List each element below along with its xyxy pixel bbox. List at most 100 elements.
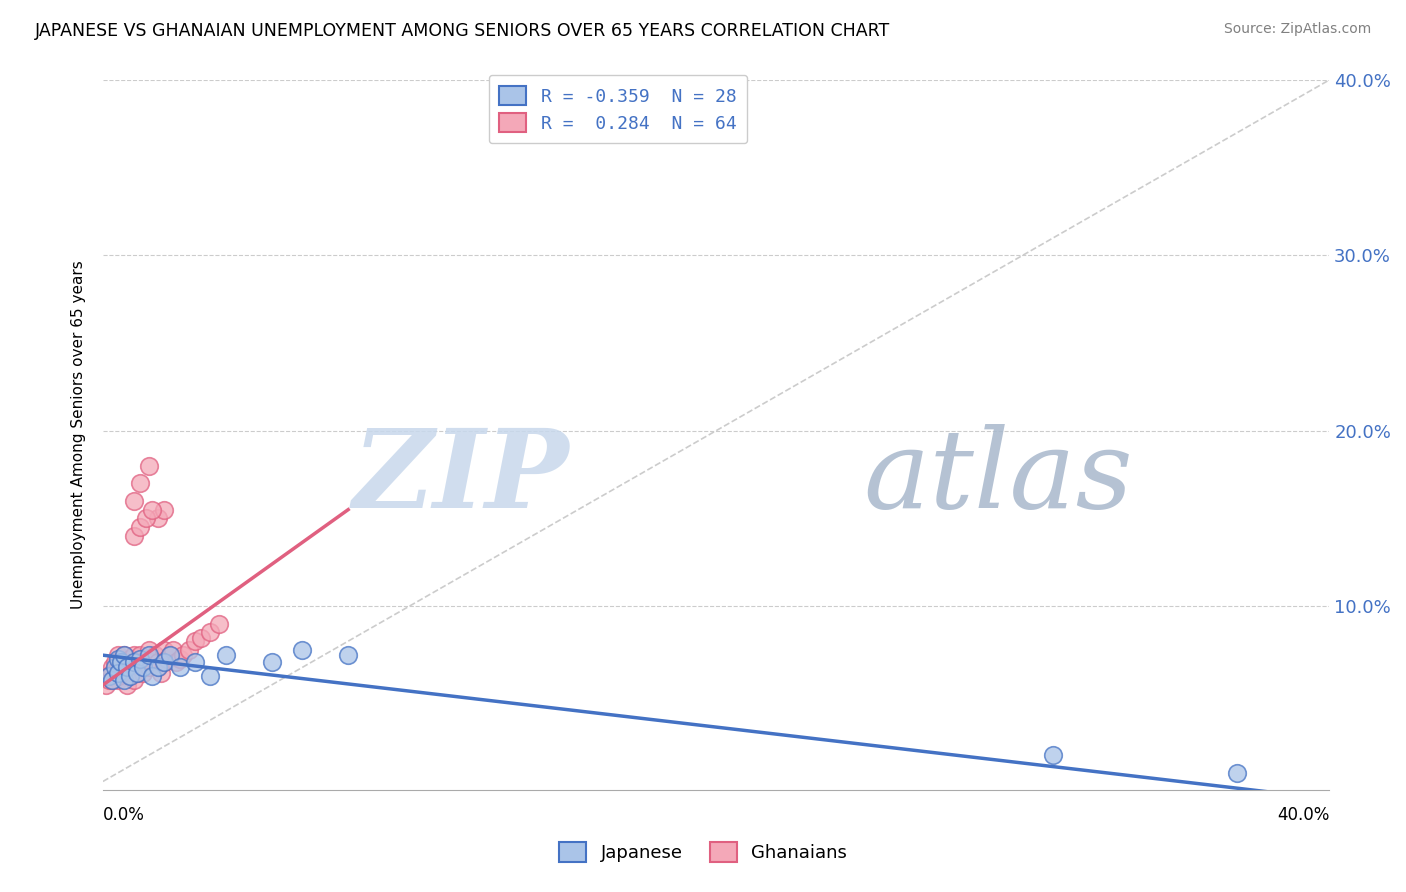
Point bbox=[107, 648, 129, 663]
Point bbox=[135, 651, 157, 665]
Point bbox=[110, 651, 132, 665]
Point bbox=[98, 669, 121, 683]
Legend: Japanese, Ghanaians: Japanese, Ghanaians bbox=[551, 835, 855, 870]
Point bbox=[101, 660, 124, 674]
Point bbox=[132, 660, 155, 674]
Point bbox=[153, 655, 176, 669]
Point bbox=[107, 660, 129, 674]
Point bbox=[138, 648, 160, 663]
Point bbox=[112, 673, 135, 687]
Point bbox=[138, 660, 160, 674]
Point bbox=[117, 660, 139, 674]
Point bbox=[146, 660, 169, 674]
Point bbox=[101, 673, 124, 687]
Point bbox=[128, 651, 150, 665]
Point bbox=[128, 648, 150, 663]
Point bbox=[112, 648, 135, 663]
Point bbox=[117, 660, 139, 674]
Point bbox=[122, 673, 145, 687]
Text: atlas: atlas bbox=[863, 424, 1133, 532]
Point bbox=[98, 669, 121, 683]
Point bbox=[166, 655, 188, 669]
Point bbox=[291, 643, 314, 657]
Point bbox=[153, 655, 176, 669]
Point bbox=[190, 631, 212, 645]
Point bbox=[184, 655, 207, 669]
Text: 40.0%: 40.0% bbox=[1277, 806, 1329, 824]
Point bbox=[107, 651, 129, 665]
Point bbox=[159, 648, 181, 663]
Point bbox=[122, 494, 145, 508]
Point bbox=[104, 669, 127, 683]
Point bbox=[122, 655, 145, 669]
Point bbox=[141, 669, 163, 683]
Point bbox=[101, 665, 124, 680]
Point bbox=[156, 651, 179, 665]
Point bbox=[107, 665, 129, 680]
Point bbox=[112, 660, 135, 674]
Point bbox=[117, 655, 139, 669]
Point bbox=[107, 673, 129, 687]
Point bbox=[200, 625, 222, 640]
Point bbox=[125, 655, 148, 669]
Point bbox=[159, 648, 181, 663]
Text: Source: ZipAtlas.com: Source: ZipAtlas.com bbox=[1223, 22, 1371, 37]
Point bbox=[138, 458, 160, 473]
Point bbox=[128, 476, 150, 491]
Point bbox=[110, 655, 132, 669]
Point bbox=[107, 669, 129, 683]
Point bbox=[337, 648, 360, 663]
Point bbox=[101, 673, 124, 687]
Point bbox=[120, 651, 142, 665]
Point bbox=[122, 529, 145, 543]
Point bbox=[104, 655, 127, 669]
Point bbox=[146, 660, 169, 674]
Point bbox=[132, 655, 155, 669]
Point bbox=[141, 502, 163, 516]
Point bbox=[169, 651, 191, 665]
Point bbox=[110, 665, 132, 680]
Point bbox=[146, 511, 169, 525]
Point bbox=[122, 648, 145, 663]
Point bbox=[120, 669, 142, 683]
Legend: R = -0.359  N = 28, R =  0.284  N = 64: R = -0.359 N = 28, R = 0.284 N = 64 bbox=[488, 75, 748, 144]
Point bbox=[128, 520, 150, 534]
Point bbox=[112, 648, 135, 663]
Point bbox=[1226, 765, 1249, 780]
Point bbox=[135, 511, 157, 525]
Text: JAPANESE VS GHANAIAN UNEMPLOYMENT AMONG SENIORS OVER 65 YEARS CORRELATION CHART: JAPANESE VS GHANAIAN UNEMPLOYMENT AMONG … bbox=[35, 22, 890, 40]
Point bbox=[208, 616, 231, 631]
Text: 0.0%: 0.0% bbox=[103, 806, 145, 824]
Point bbox=[177, 643, 200, 657]
Point bbox=[110, 669, 132, 683]
Point bbox=[214, 648, 236, 663]
Point bbox=[169, 660, 191, 674]
Point bbox=[117, 678, 139, 692]
Point bbox=[104, 660, 127, 674]
Text: ZIP: ZIP bbox=[353, 424, 569, 532]
Point bbox=[120, 669, 142, 683]
Point bbox=[122, 655, 145, 669]
Point bbox=[94, 678, 117, 692]
Point bbox=[141, 651, 163, 665]
Point bbox=[125, 665, 148, 680]
Point bbox=[146, 655, 169, 669]
Point bbox=[98, 673, 121, 687]
Point bbox=[200, 669, 222, 683]
Point bbox=[143, 648, 166, 663]
Point bbox=[112, 665, 135, 680]
Point bbox=[110, 655, 132, 669]
Point bbox=[150, 665, 173, 680]
Point bbox=[153, 643, 176, 657]
Point bbox=[172, 648, 194, 663]
Point bbox=[260, 655, 283, 669]
Point bbox=[141, 655, 163, 669]
Point bbox=[132, 665, 155, 680]
Point bbox=[138, 643, 160, 657]
Point bbox=[162, 643, 184, 657]
Point bbox=[1042, 748, 1064, 763]
Point bbox=[125, 665, 148, 680]
Y-axis label: Unemployment Among Seniors over 65 years: Unemployment Among Seniors over 65 years bbox=[72, 260, 86, 609]
Point bbox=[153, 502, 176, 516]
Point bbox=[128, 660, 150, 674]
